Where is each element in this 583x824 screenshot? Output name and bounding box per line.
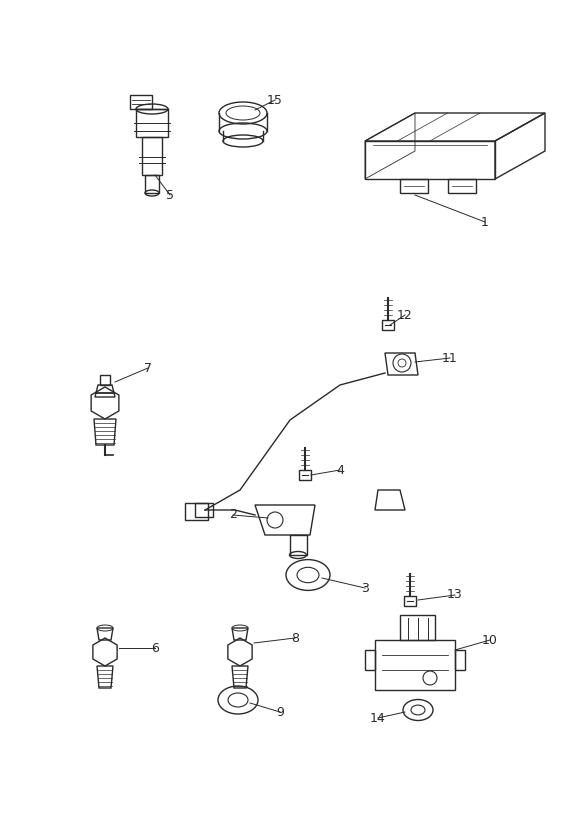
Text: 14: 14 [370, 711, 386, 724]
Text: 11: 11 [442, 352, 458, 364]
Text: 6: 6 [151, 642, 159, 654]
Text: 4: 4 [336, 464, 344, 476]
Text: 1: 1 [481, 216, 489, 228]
Text: 9: 9 [276, 705, 284, 719]
Text: 15: 15 [267, 93, 283, 106]
Text: 8: 8 [291, 631, 299, 644]
Text: 12: 12 [397, 308, 413, 321]
Text: 13: 13 [447, 588, 463, 602]
Text: 7: 7 [144, 362, 152, 374]
Text: 5: 5 [166, 189, 174, 202]
Text: 3: 3 [361, 582, 369, 594]
Text: 2: 2 [229, 508, 237, 522]
Text: 10: 10 [482, 634, 498, 647]
